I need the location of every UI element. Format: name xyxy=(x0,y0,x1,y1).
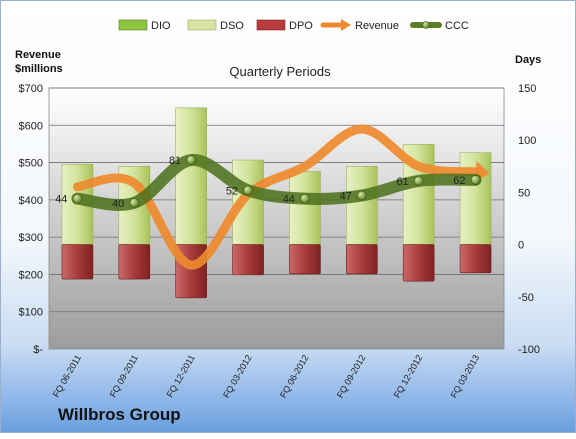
legend-item-ccc: CCC xyxy=(410,20,469,32)
left-tick-label: $300 xyxy=(19,232,43,244)
dpo-bar xyxy=(459,244,492,274)
left-tick-label: $600 xyxy=(19,120,43,132)
legend-label-ccc: CCC xyxy=(445,20,469,32)
ccc-point xyxy=(470,175,481,185)
category-label: FQ 06-2012 xyxy=(278,353,311,400)
legend-item-dio: DIO xyxy=(118,19,171,32)
plot-area xyxy=(48,87,505,350)
right-tick-label: 150 xyxy=(518,83,536,95)
dpo-bar xyxy=(232,244,264,276)
ccc-data-label: 81 xyxy=(169,155,181,167)
ccc-data-label: 40 xyxy=(112,198,124,210)
dso-bar xyxy=(459,152,492,245)
ccc-data-label: 52 xyxy=(226,185,238,197)
left-tick-label: $700 xyxy=(19,83,43,95)
legend-label-dio: DIO xyxy=(151,20,171,32)
company-name: Willbros Group xyxy=(58,405,181,424)
ccc-point xyxy=(72,193,83,204)
ccc-data-label: 61 xyxy=(396,176,408,188)
right-axis-label: Days xyxy=(515,54,541,66)
ccc-point xyxy=(413,176,424,186)
legend-item-revenue: Revenue xyxy=(320,19,399,32)
ccc-data-label: 44 xyxy=(283,194,295,206)
legend-label-dso: DSO xyxy=(220,20,244,32)
category-label: FQ 03-2012 xyxy=(221,353,254,400)
right-tick-label: 0 xyxy=(518,240,524,252)
ccc-data-label: 62 xyxy=(453,175,465,187)
left-tick-label: $200 xyxy=(19,269,43,281)
legend-item-dso: DSO xyxy=(187,19,244,32)
left-tick-label: $100 xyxy=(19,307,43,319)
right-tick-label: -100 xyxy=(518,344,540,356)
ccc-data-label: 47 xyxy=(340,191,352,203)
ccc-data-label: 44 xyxy=(55,194,67,206)
legend: DIO DSO DPO Revenue CCC xyxy=(118,19,469,32)
revenue-line xyxy=(72,124,481,270)
ccc-point xyxy=(186,155,197,165)
category-label: FQ 12-2011 xyxy=(165,353,197,399)
left-tick-label: $500 xyxy=(19,158,43,170)
ccc-point xyxy=(129,197,140,208)
chart-title: Quarterly Periods xyxy=(229,64,331,79)
ccc-point xyxy=(356,190,367,201)
dso-bar xyxy=(346,166,378,245)
ccc-line xyxy=(71,154,482,211)
dso-bar xyxy=(289,171,321,245)
right-tick-label: 50 xyxy=(518,187,530,199)
right-tick-label: 100 xyxy=(518,135,536,147)
legend-label-revenue: Revenue xyxy=(355,20,399,32)
legend-label-dpo: DPO xyxy=(289,20,313,32)
left-axis-label-line2: $millions xyxy=(15,63,63,75)
right-tick-label: -50 xyxy=(518,292,534,304)
category-label: FQ 12-2012 xyxy=(392,353,425,400)
category-label: FQ 09-2011 xyxy=(108,353,140,399)
dpo-bar xyxy=(118,244,151,280)
dpo-bar xyxy=(289,244,321,275)
dso-bar xyxy=(175,107,207,245)
dpo-bar xyxy=(346,244,378,275)
legend-item-dpo: DPO xyxy=(256,19,313,32)
category-label: FQ 09-2012 xyxy=(335,353,368,400)
left-axis-label-line1: Revenue xyxy=(15,49,61,61)
dpo-bar xyxy=(402,244,435,282)
dpo-bar xyxy=(61,244,94,280)
category-label: FQ 03-2013 xyxy=(449,353,482,400)
ccc-point xyxy=(243,185,253,196)
ccc-point xyxy=(300,193,310,204)
left-tick-label: $400 xyxy=(19,195,43,207)
category-label: FQ 06-2011 xyxy=(51,353,83,399)
left-tick-label: $- xyxy=(33,344,43,356)
